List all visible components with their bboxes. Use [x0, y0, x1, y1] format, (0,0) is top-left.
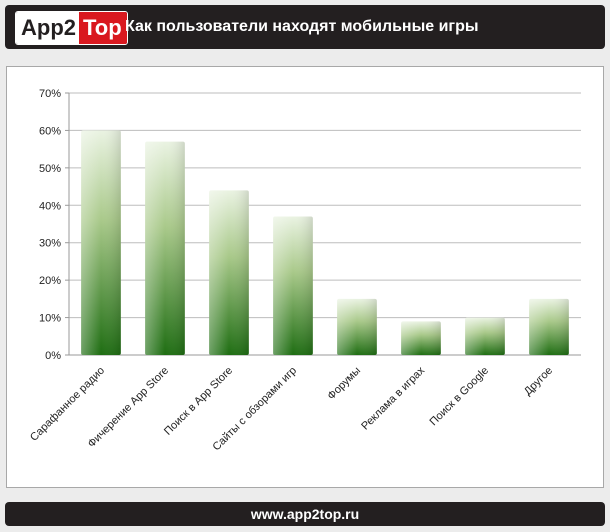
- x-category-label: Поиск в Google: [428, 365, 492, 429]
- y-tick-label: 50%: [39, 163, 61, 175]
- chart-panel: 0% 10% 20% 30% 40% 50% 60% 70% Сарафанное радио Ф…: [6, 66, 604, 488]
- bar: [273, 216, 313, 355]
- page-title: Как пользователи находят мобильные игры: [125, 18, 479, 35]
- y-tick-label: 60%: [39, 125, 61, 137]
- bar: [465, 317, 505, 355]
- bar-shine: [529, 298, 569, 355]
- bar: [81, 130, 121, 355]
- logo-right-text: Top: [79, 12, 127, 44]
- bar: [401, 321, 441, 355]
- x-category-label: Реклама в играх: [359, 364, 427, 432]
- y-tick-label: 70%: [39, 88, 61, 100]
- logo-left-text: App2: [16, 12, 79, 44]
- y-tick-label: 30%: [39, 238, 61, 250]
- bar-chart: 0%10%20%30%40%50%60%70%Сарафанное радиоФ…: [28, 88, 581, 453]
- y-tick-label: 20%: [39, 275, 61, 287]
- bar: [209, 190, 249, 355]
- y-tick-label: 40%: [39, 200, 61, 212]
- x-category-label: Форумы: [325, 365, 363, 403]
- header-bar: App2 Top Как пользователи находят мобиль…: [5, 5, 605, 49]
- bar: [337, 298, 377, 355]
- y-tick-label: 10%: [39, 313, 61, 325]
- bar-shine: [337, 298, 377, 355]
- bar: [529, 298, 569, 355]
- x-category-label: Другое: [522, 365, 555, 398]
- app2top-logo[interactable]: App2 Top: [15, 11, 128, 45]
- y-tick-label: 0%: [45, 350, 61, 362]
- bar-shine: [81, 130, 121, 355]
- bar-shine: [145, 141, 185, 355]
- bar-shine: [209, 190, 249, 355]
- bar-shine: [465, 317, 505, 355]
- bar-shine: [401, 321, 441, 355]
- footer-bar: www.app2top.ru: [5, 502, 605, 526]
- footer-url-link[interactable]: www.app2top.ru: [250, 506, 360, 522]
- bar: [145, 141, 185, 355]
- x-category-label: Поиск в App Store: [162, 365, 235, 438]
- bar-shine: [273, 216, 313, 355]
